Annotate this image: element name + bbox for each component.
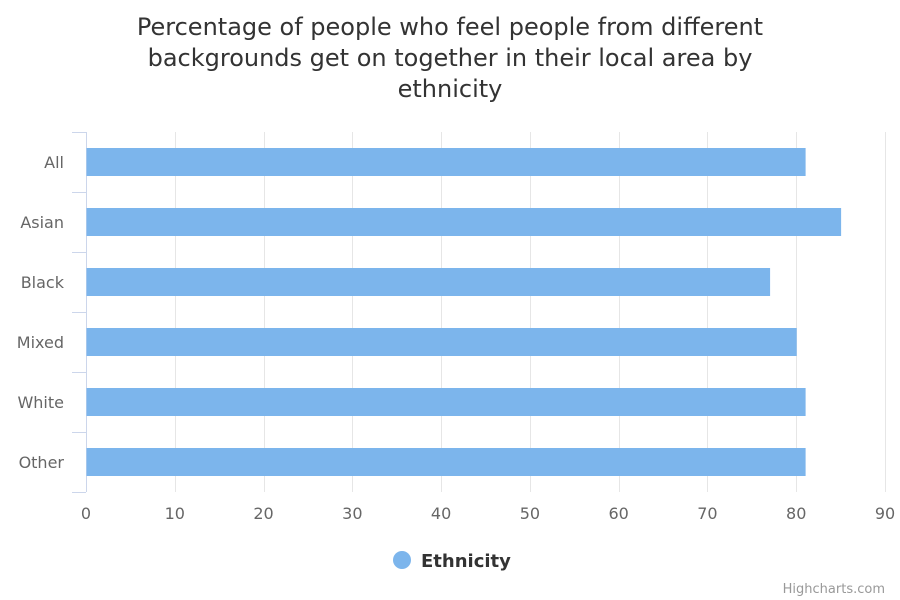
legend-symbol[interactable] <box>393 551 411 569</box>
y-axis-labels: All Asian Black Mixed White Other <box>17 153 65 472</box>
y-tick-label-other: Other <box>19 453 65 472</box>
bar-other[interactable] <box>86 448 806 476</box>
chart-title-line-1: Percentage of people who feel people fro… <box>137 13 763 41</box>
y-tick-label-black: Black <box>21 273 65 292</box>
x-tick-label-30: 30 <box>342 504 362 523</box>
credits-link[interactable]: Highcharts.com <box>783 582 885 597</box>
x-tick-label-0: 0 <box>81 504 91 523</box>
bar-series <box>86 148 842 476</box>
legend-item-ethnicity[interactable]: Ethnicity <box>421 551 511 572</box>
bar-white[interactable] <box>86 388 806 416</box>
chart-title: Percentage of people who feel people fro… <box>137 13 763 103</box>
bar-asian[interactable] <box>86 208 842 236</box>
x-tick-label-90: 90 <box>875 504 895 523</box>
y-axis <box>72 132 87 493</box>
x-axis-labels: 0 10 20 30 40 50 60 70 80 90 <box>81 504 895 523</box>
legend[interactable]: Ethnicity <box>393 551 511 572</box>
grid-lines <box>175 132 886 492</box>
x-tick-label-40: 40 <box>431 504 451 523</box>
bar-mixed[interactable] <box>86 328 797 356</box>
chart-title-line-3: ethnicity <box>398 75 503 103</box>
bar-black[interactable] <box>86 268 771 296</box>
y-tick-label-all: All <box>44 153 64 172</box>
x-tick-label-20: 20 <box>253 504 273 523</box>
x-tick-label-10: 10 <box>165 504 185 523</box>
x-tick-label-60: 60 <box>608 504 628 523</box>
chart-title-line-2: backgrounds get on together in their loc… <box>148 44 753 72</box>
y-tick-label-mixed: Mixed <box>17 333 64 352</box>
y-tick-label-white: White <box>17 393 64 412</box>
x-tick-label-70: 70 <box>697 504 717 523</box>
x-tick-label-50: 50 <box>520 504 540 523</box>
y-tick-label-asian: Asian <box>20 213 64 232</box>
x-tick-label-80: 80 <box>786 504 806 523</box>
bar-all[interactable] <box>86 148 806 176</box>
